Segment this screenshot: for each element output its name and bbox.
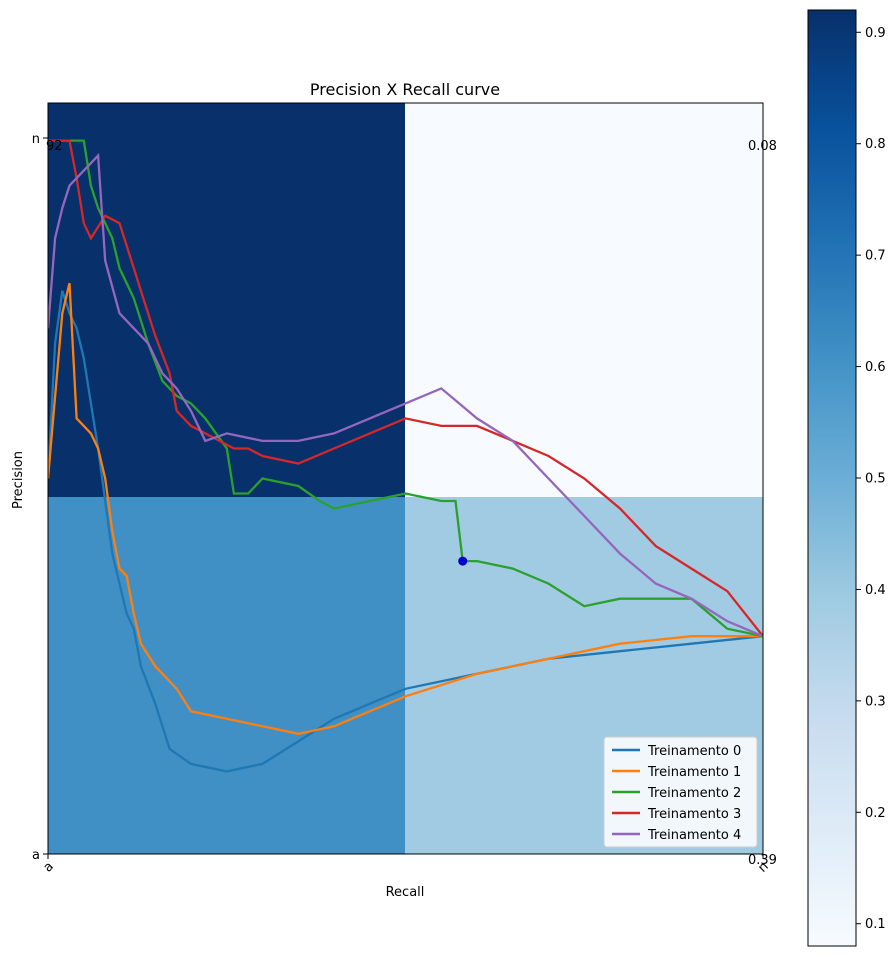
heatmap bbox=[48, 103, 763, 854]
colorbar-tick-label: 0.1 bbox=[865, 917, 886, 932]
y-tick-label: a bbox=[32, 848, 40, 863]
legend-label: Treinamento 3 bbox=[647, 807, 741, 822]
x-axis-label: Recall bbox=[386, 885, 425, 900]
y-axis-label: Precision bbox=[11, 451, 26, 509]
plot-frame bbox=[47, 102, 764, 855]
heatmap-cell-label: 0.08 bbox=[748, 139, 777, 154]
colorbar-tick-label: 0.9 bbox=[865, 26, 886, 41]
colorbar-gradient bbox=[807, 9, 857, 947]
colorbar-tick-label: 0.5 bbox=[865, 472, 886, 487]
colorbar-tick-label: 0.2 bbox=[865, 806, 886, 821]
legend-label: Treinamento 0 bbox=[647, 744, 741, 759]
heatmap-cell bbox=[48, 103, 405, 497]
series-line-4 bbox=[48, 152, 763, 638]
y-tick-label: n bbox=[32, 132, 40, 147]
colorbar: 0.1 0.2 0.3 0.4 0.5 0.6 0.7 0.8 0.9 bbox=[807, 9, 886, 947]
chart-title: Precision X Recall curve bbox=[310, 80, 500, 99]
colorbar-tick-label: 0.7 bbox=[865, 249, 886, 264]
colorbar-tick-label: 0.6 bbox=[865, 360, 886, 375]
series-layer bbox=[48, 139, 763, 773]
colorbar-tick-label: 0.8 bbox=[865, 137, 886, 152]
heatmap-cell-labels: 92 0.08 0.39 bbox=[46, 139, 777, 868]
heatmap-cell bbox=[48, 497, 405, 854]
legend-label: Treinamento 4 bbox=[647, 828, 741, 843]
legend-label: Treinamento 2 bbox=[647, 786, 741, 801]
highlight-point bbox=[458, 556, 468, 566]
series-line-1 bbox=[48, 282, 763, 735]
colorbar-tick-label: 0.3 bbox=[865, 694, 886, 709]
legend-label: Treinamento 1 bbox=[647, 765, 741, 780]
heatmap-cell bbox=[405, 103, 763, 497]
heatmap-cell-label: 92 bbox=[46, 139, 63, 154]
series-line-3 bbox=[48, 139, 763, 637]
legend: Treinamento 0 Treinamento 1 Treinamento 2 T… bbox=[603, 736, 758, 848]
x-tick-label: a bbox=[41, 859, 57, 875]
series-line-0 bbox=[48, 290, 763, 773]
legend-box bbox=[603, 736, 758, 848]
series-line-2 bbox=[48, 139, 763, 638]
heatmap-cell-label: 0.39 bbox=[748, 853, 777, 868]
colorbar-tick-label: 0.4 bbox=[865, 583, 886, 598]
